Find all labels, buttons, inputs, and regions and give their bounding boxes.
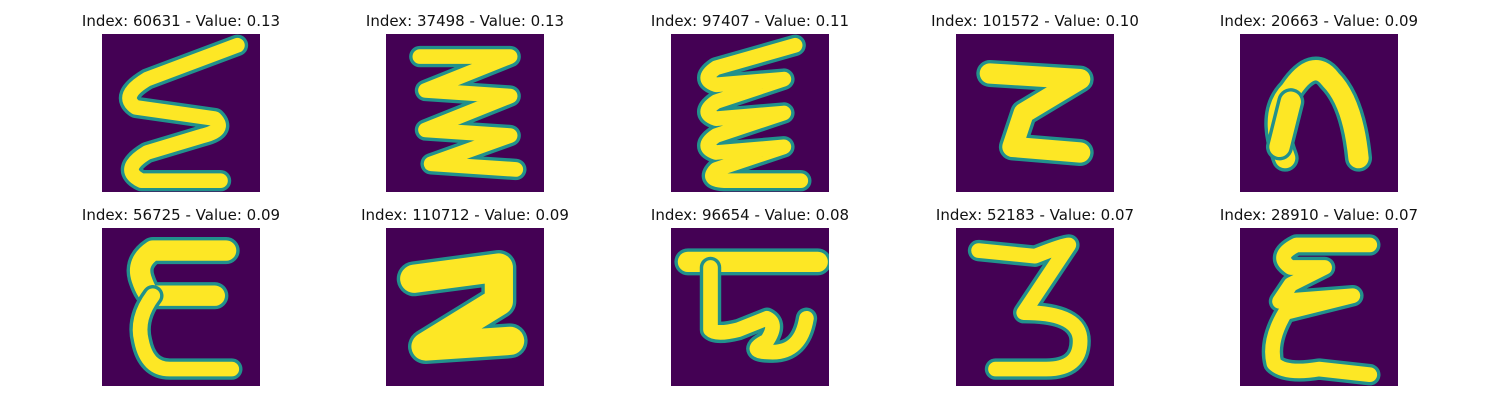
digit-thumbnail-z-shape — [956, 34, 1114, 192]
digit-thumbnail-digit-3 — [956, 228, 1114, 386]
digit-thumbnail-curly-e — [1240, 228, 1398, 386]
panel-title: Index: 28910 - Value: 0.07 — [1219, 206, 1419, 224]
digit-thumbnail-zigzag-e — [102, 34, 260, 192]
panel-title: Index: 96654 - Value: 0.08 — [650, 206, 850, 224]
panel-title: Index: 20663 - Value: 0.09 — [1219, 12, 1419, 30]
panel-title: Index: 52183 - Value: 0.07 — [935, 206, 1135, 224]
digit-thumbnail-zigzag-e-2 — [671, 34, 829, 192]
digit-thumbnail-bar-loop — [671, 228, 829, 386]
panel-title: Index: 101572 - Value: 0.10 — [931, 12, 1139, 30]
digit-thumbnail-thick-2 — [386, 228, 544, 386]
panel-title: Index: 110712 - Value: 0.09 — [361, 206, 569, 224]
digit-thumbnail-triple-zigzag — [386, 34, 544, 192]
digit-thumbnail-arch — [1240, 34, 1398, 192]
panel-title: Index: 60631 - Value: 0.13 — [81, 12, 281, 30]
panel-title: Index: 97407 - Value: 0.11 — [650, 12, 850, 30]
panel-title: Index: 37498 - Value: 0.13 — [365, 12, 565, 30]
panel-title: Index: 56725 - Value: 0.09 — [81, 206, 281, 224]
digit-thumbnail-letter-e — [102, 228, 260, 386]
